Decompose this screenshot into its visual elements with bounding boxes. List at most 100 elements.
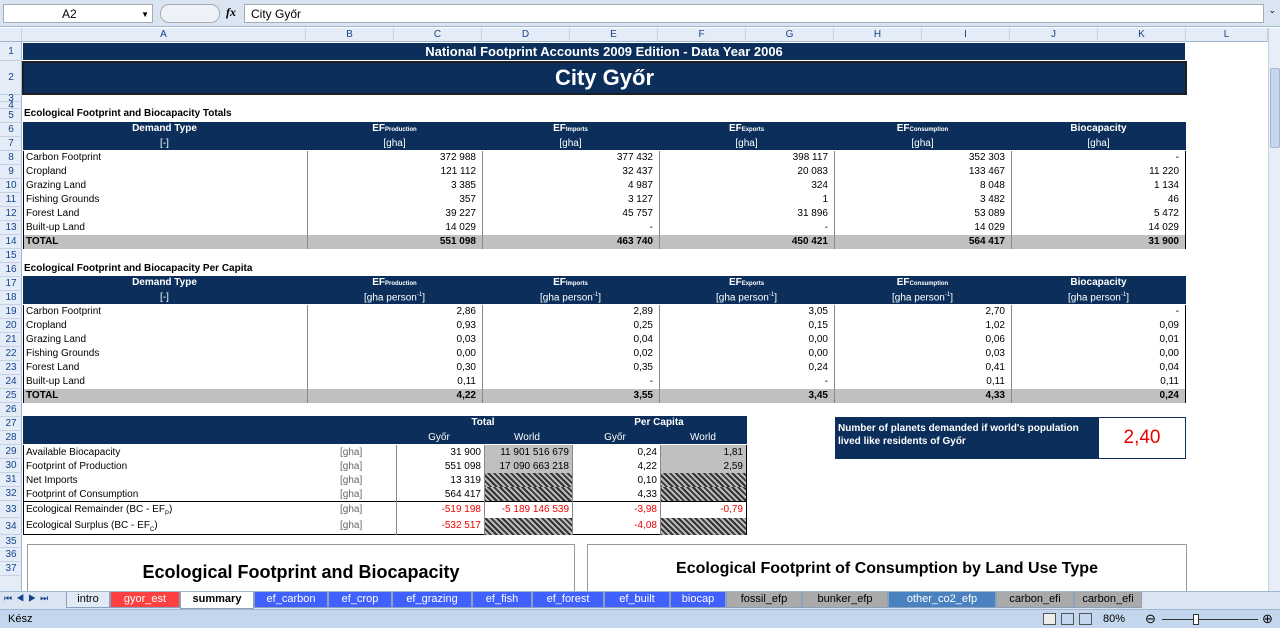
table-cell: 0,24 (808, 362, 828, 373)
chart-ef-consumption[interactable]: Ecological Footprint of Consumption by L… (587, 544, 1187, 591)
column-C[interactable]: C (394, 28, 482, 42)
column-I[interactable]: I (922, 28, 1010, 42)
table-cell: 0,06 (985, 334, 1005, 345)
summary-unit: [gha] (340, 475, 363, 486)
tab-bunker-efp[interactable]: bunker_efp (802, 592, 888, 608)
row-8[interactable]: 8 (0, 151, 22, 165)
tab-fossil-efp[interactable]: fossil_efp (726, 592, 802, 608)
row-27[interactable]: 27 (0, 417, 22, 431)
row-19[interactable]: 19 (0, 305, 22, 319)
table-cell: - (649, 222, 653, 233)
city-title[interactable]: City Győr (22, 61, 1187, 95)
view-pagebreak-icon[interactable] (1079, 613, 1092, 625)
table-cell: 11 220 (1149, 166, 1179, 177)
name-box[interactable]: A2 ▼ (3, 4, 153, 23)
expand-formula-bar-icon[interactable]: ⌄ (1268, 5, 1276, 15)
row-35[interactable]: 35 (0, 535, 22, 548)
zoom-in-icon[interactable]: ⊕ (1262, 611, 1273, 626)
row-22[interactable]: 22 (0, 347, 22, 361)
row-3[interactable]: 3 (0, 94, 22, 104)
column-A[interactable]: A (22, 28, 306, 42)
worksheet-grid[interactable]: National Footprint Accounts 2009 Edition… (22, 42, 1268, 591)
zoom-slider-thumb[interactable] (1193, 614, 1199, 625)
row-23[interactable]: 23 (0, 361, 22, 375)
tab-ef-built[interactable]: ef_built (604, 592, 670, 608)
tab-ef-grazing[interactable]: ef_grazing (392, 592, 472, 608)
row-36[interactable]: 36 (0, 548, 22, 562)
table-cell: 1,02 (985, 320, 1005, 331)
row-6[interactable]: 6 (0, 123, 22, 137)
row-31[interactable]: 31 (0, 473, 22, 487)
tab-ef-carbon[interactable]: ef_carbon (254, 592, 328, 608)
zoom-out-icon[interactable]: ⊖ (1145, 611, 1156, 626)
row-15[interactable]: 15 (0, 249, 22, 263)
tab-carbon-efi[interactable]: carbon_efi (1074, 592, 1142, 608)
tab-summary[interactable]: summary (180, 592, 254, 609)
vertical-scrollbar[interactable] (1268, 28, 1280, 591)
column-E[interactable]: E (570, 28, 658, 42)
row-20[interactable]: 20 (0, 319, 22, 333)
row-26[interactable]: 26 (0, 403, 22, 417)
column-G[interactable]: G (746, 28, 834, 42)
formula-bar-handle[interactable] (160, 4, 220, 23)
row-24[interactable]: 24 (0, 375, 22, 389)
tab-biocap[interactable]: biocap (670, 592, 726, 608)
column-H[interactable]: H (834, 28, 922, 42)
tab-ef-crop[interactable]: ef_crop (328, 592, 392, 608)
chevron-down-icon[interactable]: ▼ (141, 10, 149, 19)
tab-intro[interactable]: intro (66, 592, 110, 608)
function-icon[interactable]: fx (226, 5, 236, 19)
column-separator (482, 305, 483, 403)
column-separator (659, 305, 660, 403)
formula-input[interactable]: City Győr (244, 4, 1264, 23)
row-16[interactable]: 16 (0, 263, 22, 277)
row-2[interactable]: 2 (0, 61, 22, 95)
scroll-thumb[interactable] (1270, 68, 1280, 148)
row-5[interactable]: 5 (0, 109, 22, 123)
row-37[interactable]: 37 (0, 562, 22, 576)
column-B[interactable]: B (306, 28, 394, 42)
row-10[interactable]: 10 (0, 179, 22, 193)
zoom-slider[interactable] (1162, 619, 1258, 620)
row-7[interactable]: 7 (0, 137, 22, 151)
select-all-corner[interactable] (0, 28, 22, 42)
view-normal-icon[interactable] (1043, 613, 1056, 625)
row-12[interactable]: 12 (0, 207, 22, 221)
row-28[interactable]: 28 (0, 431, 22, 445)
zoom-level[interactable]: 80% (1103, 613, 1126, 625)
summary-cell-pc-world (660, 487, 746, 501)
row-25[interactable]: 25 (0, 389, 22, 403)
row-1[interactable]: 1 (0, 42, 22, 61)
row-21[interactable]: 21 (0, 333, 22, 347)
row-13[interactable]: 13 (0, 221, 22, 235)
table-cell: 31 896 (797, 208, 828, 219)
row-17[interactable]: 17 (0, 277, 22, 291)
table-cell: 3 385 (450, 180, 476, 191)
column-F[interactable]: F (658, 28, 746, 42)
column-K[interactable]: K (1098, 28, 1186, 42)
chart-ef-biocapacity[interactable]: Ecological Footprint and Biocapacity (27, 544, 575, 591)
row-label: Built-up Land (26, 376, 85, 387)
view-layout-icon[interactable] (1061, 613, 1074, 625)
row-14[interactable]: 14 (0, 235, 22, 249)
row-34[interactable]: 34 (0, 518, 22, 535)
table-cell: 0,24 (1159, 390, 1179, 401)
tab-nav-buttons[interactable]: ⏮◀▶⏭ (4, 593, 53, 603)
table-cell: 372 988 (439, 152, 476, 163)
tab-carbon-efi[interactable]: carbon_efi (996, 592, 1074, 608)
column-L[interactable]: L (1186, 28, 1268, 42)
column-J[interactable]: J (1010, 28, 1098, 42)
tab-other-co2-efp[interactable]: other_co2_efp (888, 592, 996, 608)
row-9[interactable]: 9 (0, 165, 22, 179)
column-D[interactable]: D (482, 28, 570, 42)
row-32[interactable]: 32 (0, 487, 22, 501)
row-18[interactable]: 18 (0, 291, 22, 305)
row-11[interactable]: 11 (0, 193, 22, 207)
row-30[interactable]: 30 (0, 459, 22, 473)
row-29[interactable]: 29 (0, 445, 22, 459)
row-4[interactable]: 4 (0, 101, 22, 111)
tab-gyor-est[interactable]: gyor_est (110, 592, 180, 608)
tab-ef-fish[interactable]: ef_fish (472, 592, 532, 608)
tab-ef-forest[interactable]: ef_forest (532, 592, 604, 608)
row-33[interactable]: 33 (0, 501, 22, 518)
